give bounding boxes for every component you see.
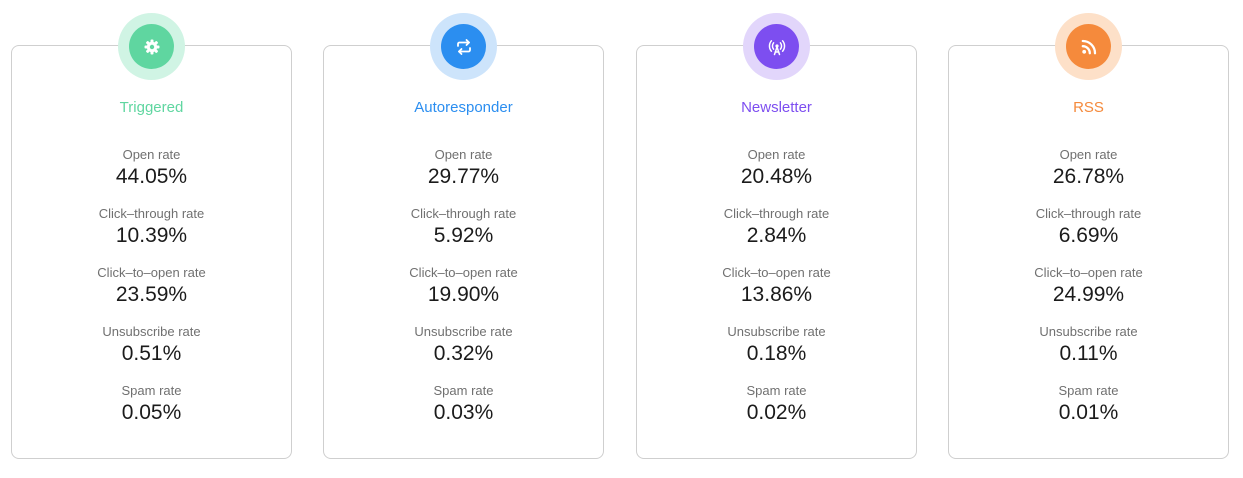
metric-value: 0.11% <box>1059 342 1118 365</box>
card-title: Triggered <box>119 99 184 116</box>
metric-click-to-open-rate: Click–to–open rate 13.86% <box>637 264 916 323</box>
metric-click-through-rate: Click–through rate 10.39% <box>12 205 291 264</box>
card-rss: RSS Open rate 26.78% Click–through rate … <box>948 13 1229 459</box>
metric-value: 0.18% <box>746 342 807 365</box>
metric-click-to-open-rate: Click–to–open rate 24.99% <box>949 264 1228 323</box>
metric-label: Click–to–open rate <box>722 265 831 280</box>
broadcast-icon <box>768 39 785 55</box>
metric-value: 20.48% <box>740 165 813 188</box>
card-title: Autoresponder <box>414 99 513 116</box>
metric-label: Spam rate <box>1058 383 1119 398</box>
metric-label: Click–to–open rate <box>409 265 518 280</box>
metric-label: Open rate <box>434 147 493 162</box>
metric-value: 0.03% <box>433 401 494 424</box>
metric-label: Click–to–open rate <box>1034 265 1143 280</box>
metric-label: Click–through rate <box>410 206 517 221</box>
metric-unsubscribe-rate: Unsubscribe rate 0.11% <box>949 323 1228 382</box>
card-newsletter: Newsletter Open rate 20.48% Click–throug… <box>636 13 917 459</box>
metric-spam-rate: Spam rate 0.02% <box>637 382 916 441</box>
card-title: Newsletter <box>741 99 812 116</box>
metric-label: Click–to–open rate <box>97 265 206 280</box>
metric-value: 10.39% <box>115 224 188 247</box>
card-title: RSS <box>1073 99 1104 116</box>
card-triggered: Triggered Open rate 44.05% Click–through… <box>11 13 292 459</box>
metric-value: 6.69% <box>1058 224 1119 247</box>
triggered-badge <box>118 13 185 80</box>
metric-open-rate: Open rate 26.78% <box>949 146 1228 205</box>
metric-value: 2.84% <box>746 224 807 247</box>
metrics-list: Open rate 29.77% Click–through rate 5.92… <box>324 146 603 441</box>
metric-label: Open rate <box>747 147 806 162</box>
metric-value: 44.05% <box>115 165 188 188</box>
metric-value: 24.99% <box>1052 283 1125 306</box>
metric-value: 0.05% <box>121 401 182 424</box>
metric-label: Unsubscribe rate <box>414 324 513 339</box>
repeat-arrows-icon <box>456 38 471 55</box>
metric-value: 26.78% <box>1052 165 1125 188</box>
metric-unsubscribe-rate: Unsubscribe rate 0.18% <box>637 323 916 382</box>
metric-label: Click–through rate <box>1035 206 1142 221</box>
metric-value: 13.86% <box>740 283 813 306</box>
rss-icon <box>1081 39 1096 54</box>
card-autoresponder: Autoresponder Open rate 29.77% Click–thr… <box>323 13 604 459</box>
metric-open-rate: Open rate 29.77% <box>324 146 603 205</box>
metric-click-to-open-rate: Click–to–open rate 23.59% <box>12 264 291 323</box>
metric-unsubscribe-rate: Unsubscribe rate 0.51% <box>12 323 291 382</box>
metric-open-rate: Open rate 44.05% <box>12 146 291 205</box>
rss-badge <box>1055 13 1122 80</box>
metric-label: Unsubscribe rate <box>102 324 201 339</box>
metric-unsubscribe-rate: Unsubscribe rate 0.32% <box>324 323 603 382</box>
metric-label: Open rate <box>122 147 181 162</box>
metric-click-through-rate: Click–through rate 2.84% <box>637 205 916 264</box>
gear-icon <box>144 39 159 54</box>
metric-value: 19.90% <box>427 283 500 306</box>
autoresponder-badge <box>430 13 497 80</box>
campaign-stats-cards: Triggered Open rate 44.05% Click–through… <box>11 12 1231 464</box>
metric-click-through-rate: Click–through rate 5.92% <box>324 205 603 264</box>
metric-value: 29.77% <box>427 165 500 188</box>
metric-value: 0.32% <box>433 342 494 365</box>
metric-label: Click–through rate <box>98 206 205 221</box>
metric-click-through-rate: Click–through rate 6.69% <box>949 205 1228 264</box>
metric-click-to-open-rate: Click–to–open rate 19.90% <box>324 264 603 323</box>
metric-label: Spam rate <box>121 383 182 398</box>
metric-label: Open rate <box>1059 147 1118 162</box>
metric-open-rate: Open rate 20.48% <box>637 146 916 205</box>
metric-value: 5.92% <box>433 224 494 247</box>
metric-label: Click–through rate <box>723 206 830 221</box>
metric-spam-rate: Spam rate 0.05% <box>12 382 291 441</box>
metric-label: Spam rate <box>746 383 807 398</box>
metric-spam-rate: Spam rate 0.03% <box>324 382 603 441</box>
metric-label: Spam rate <box>433 383 494 398</box>
metrics-list: Open rate 26.78% Click–through rate 6.69… <box>949 146 1228 441</box>
metric-value: 0.01% <box>1058 401 1119 424</box>
metrics-list: Open rate 44.05% Click–through rate 10.3… <box>12 146 291 441</box>
metric-value: 0.02% <box>746 401 807 424</box>
metric-label: Unsubscribe rate <box>1039 324 1138 339</box>
metric-label: Unsubscribe rate <box>727 324 826 339</box>
newsletter-badge <box>743 13 810 80</box>
metric-value: 23.59% <box>115 283 188 306</box>
metrics-list: Open rate 20.48% Click–through rate 2.84… <box>637 146 916 441</box>
metric-spam-rate: Spam rate 0.01% <box>949 382 1228 441</box>
metric-value: 0.51% <box>121 342 182 365</box>
